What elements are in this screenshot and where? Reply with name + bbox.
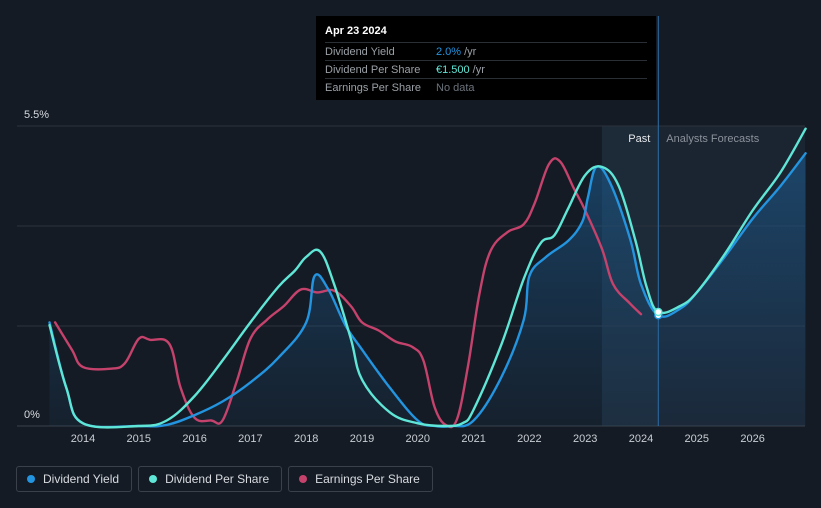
legend-label: Earnings Per Share [315, 472, 420, 486]
tooltip-row-dividend-yield: Dividend Yield 2.0% /yr [325, 42, 647, 60]
x-tick-label: 2025 [685, 433, 709, 445]
dividend-per-share-marker [654, 307, 663, 317]
forecast-label: Analysts Forecasts [666, 133, 759, 145]
hover-tooltip: Apr 23 2024 Dividend Yield 2.0% /yr Divi… [316, 16, 656, 100]
legend-dot-icon [149, 475, 158, 483]
tooltip-label: Dividend Per Share [325, 63, 421, 76]
legend-label: Dividend Per Share [165, 472, 270, 486]
x-tick-label: 2019 [350, 433, 374, 445]
x-tick-label: 2014 [71, 433, 95, 445]
legend-dot-icon [27, 475, 35, 483]
legend-item-dividend-yield[interactable]: Dividend Yield [16, 466, 133, 492]
x-tick-label: 2018 [294, 433, 318, 445]
past-label: Past [628, 133, 650, 145]
x-tick-label: 2015 [127, 433, 151, 445]
x-tick-label: 2026 [740, 433, 764, 445]
y-tick-label: 0% [24, 409, 40, 421]
tooltip-row-earnings-per-share: Earnings Per Share No data [325, 78, 647, 96]
x-tick-label: 2017 [238, 433, 262, 445]
x-tick-label: 2020 [406, 433, 430, 445]
tooltip-label: Earnings Per Share [325, 81, 421, 94]
tooltip-label: Dividend Yield [325, 45, 395, 58]
x-tick-label: 2024 [629, 433, 653, 445]
x-tick-label: 2021 [461, 433, 485, 445]
x-tick-label: 2016 [182, 433, 206, 445]
dividend-yield-area [49, 153, 806, 428]
tooltip-row-dividend-per-share: Dividend Per Share €1.500 /yr [325, 60, 647, 78]
x-tick-label: 2022 [517, 433, 541, 445]
tooltip-value: €1.500 [436, 63, 470, 76]
tooltip-unit: /yr [464, 45, 477, 58]
tooltip-date: Apr 23 2024 [325, 25, 387, 37]
tooltip-unit: /yr [472, 63, 485, 76]
legend-item-dividend-per-share[interactable]: Dividend Per Share [138, 466, 283, 492]
y-tick-label: 5.5% [24, 109, 49, 121]
legend-dot-icon [299, 475, 308, 483]
earnings-per-share-line [53, 157, 643, 429]
legend-label: Dividend Yield [43, 472, 120, 486]
legend-item-earnings-per-share[interactable]: Earnings Per Share [288, 466, 433, 492]
x-tick-label: 2023 [573, 433, 597, 445]
chart-legend: Dividend Yield Dividend Per Share Earnin… [16, 466, 433, 492]
tooltip-value: 2.0% [436, 45, 462, 58]
tooltip-value: No data [436, 81, 475, 94]
